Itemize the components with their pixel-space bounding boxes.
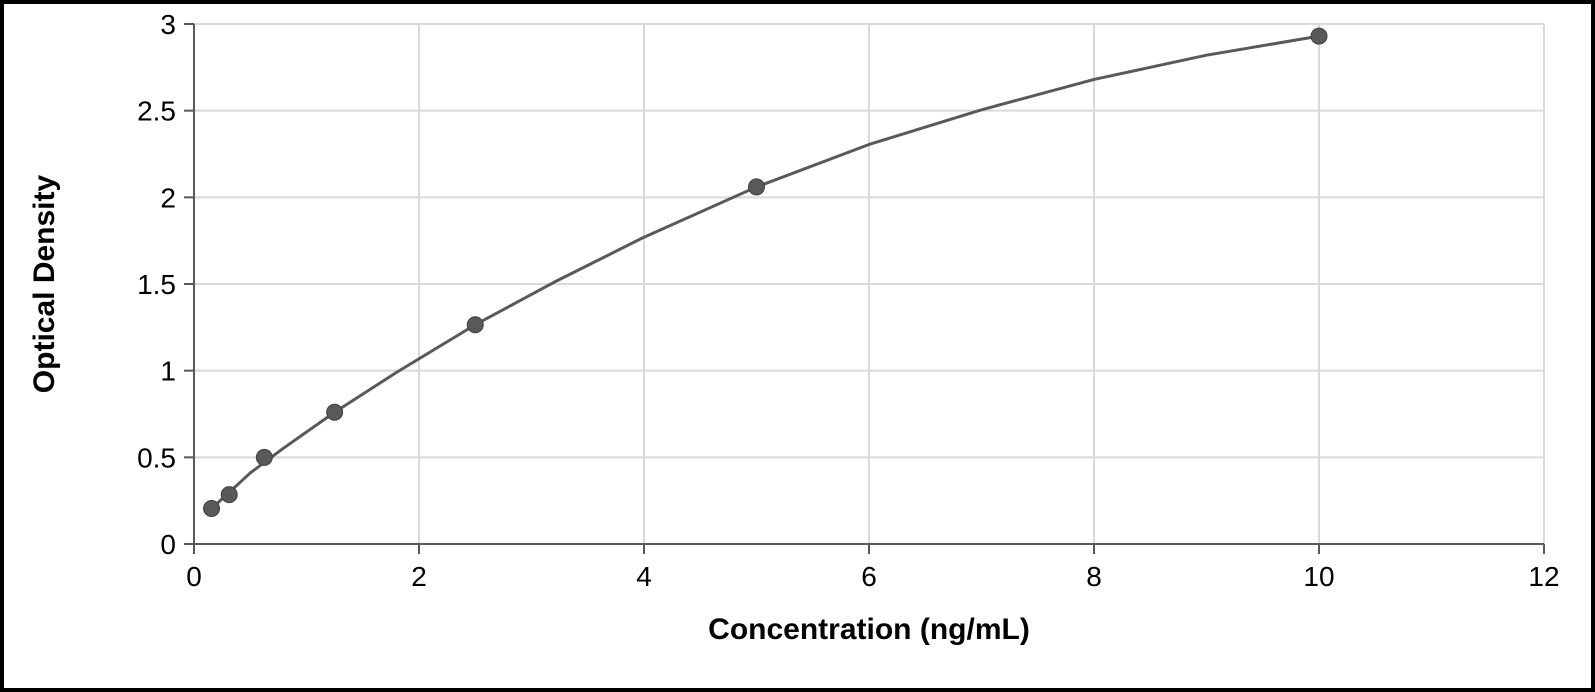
y-tick-label: 1.5 <box>137 269 176 300</box>
y-axis-label: Optical Density <box>28 174 61 393</box>
data-point <box>749 179 765 195</box>
data-point <box>204 500 220 516</box>
chart-svg: 0 2 4 6 8 10 12 0 0.5 1 1.5 2 2.5 3 Concentration (ng/… <box>4 4 1591 688</box>
y-tick-label: 0 <box>160 529 176 560</box>
x-tick-label: 8 <box>1086 561 1102 592</box>
y-tick-label: 2.5 <box>137 96 176 127</box>
y-tick-label: 3 <box>160 9 176 40</box>
x-axis-label: Concentration (ng/mL) <box>708 613 1030 646</box>
x-tick-label: 0 <box>186 561 202 592</box>
data-point <box>467 317 483 333</box>
x-tick-label: 10 <box>1303 561 1334 592</box>
x-tick-label: 4 <box>636 561 652 592</box>
data-point <box>256 449 272 465</box>
y-tick-label: 0.5 <box>137 442 176 473</box>
x-tick-label: 12 <box>1528 561 1559 592</box>
data-point <box>327 404 343 420</box>
x-tick-label: 6 <box>861 561 877 592</box>
data-point <box>221 487 237 503</box>
y-tick-label: 2 <box>160 182 176 213</box>
data-point <box>1311 28 1327 44</box>
x-tick-label: 2 <box>411 561 427 592</box>
y-tick-label: 1 <box>160 356 176 387</box>
chart-frame: 0 2 4 6 8 10 12 0 0.5 1 1.5 2 2.5 3 Concentration (ng/… <box>0 0 1595 692</box>
